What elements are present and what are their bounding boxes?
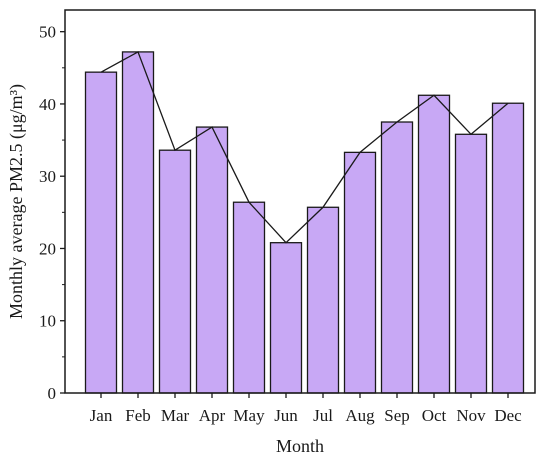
x-tick-label-jan: Jan xyxy=(90,406,113,425)
bar-dec xyxy=(491,102,525,394)
bar-apr xyxy=(195,126,229,394)
series-line xyxy=(100,50,509,244)
x-tick-label-oct: Oct xyxy=(422,406,447,425)
y-tick-label: 40 xyxy=(39,95,56,114)
line-layer xyxy=(100,50,509,244)
bar-mar xyxy=(158,149,192,394)
x-tick-label-may: May xyxy=(233,406,265,425)
y-tick-label: 20 xyxy=(39,239,56,258)
x-tick-label-mar: Mar xyxy=(161,406,190,425)
x-tick-label-feb: Feb xyxy=(125,406,151,425)
bar-nov xyxy=(454,133,488,394)
bar-may xyxy=(232,201,266,394)
bar-jun xyxy=(269,242,303,394)
y-axis-title: Monthly average PM2.5 (μg/m³) xyxy=(6,84,27,319)
x-axis: Jan Feb Mar Apr May Jun Jul Aug Sep Oct Nov Dec xyxy=(90,393,522,425)
y-tick-label: 50 xyxy=(39,23,56,42)
y-tick-label: 0 xyxy=(48,384,57,403)
x-tick-label-apr: Apr xyxy=(199,406,226,425)
bar-jan xyxy=(84,71,118,394)
y-axis: 0 10 20 30 40 50 xyxy=(39,23,65,403)
x-tick-label-aug: Aug xyxy=(345,406,375,425)
bar-aug xyxy=(343,151,377,394)
y-tick-label: 10 xyxy=(39,312,56,331)
bars-layer xyxy=(84,51,525,394)
x-axis-title: Month xyxy=(276,436,324,456)
plot-frame xyxy=(64,9,536,394)
bar-feb xyxy=(121,51,155,394)
bar-jul xyxy=(306,206,340,394)
x-tick-label-nov: Nov xyxy=(456,406,486,425)
bar-sep xyxy=(380,121,414,394)
x-tick-label-jun: Jun xyxy=(274,406,298,425)
x-tick-label-jul: Jul xyxy=(313,406,333,425)
x-tick-label-dec: Dec xyxy=(494,406,522,425)
y-tick-label: 30 xyxy=(39,167,56,186)
bar-oct xyxy=(417,94,451,394)
x-tick-label-sep: Sep xyxy=(384,406,410,425)
